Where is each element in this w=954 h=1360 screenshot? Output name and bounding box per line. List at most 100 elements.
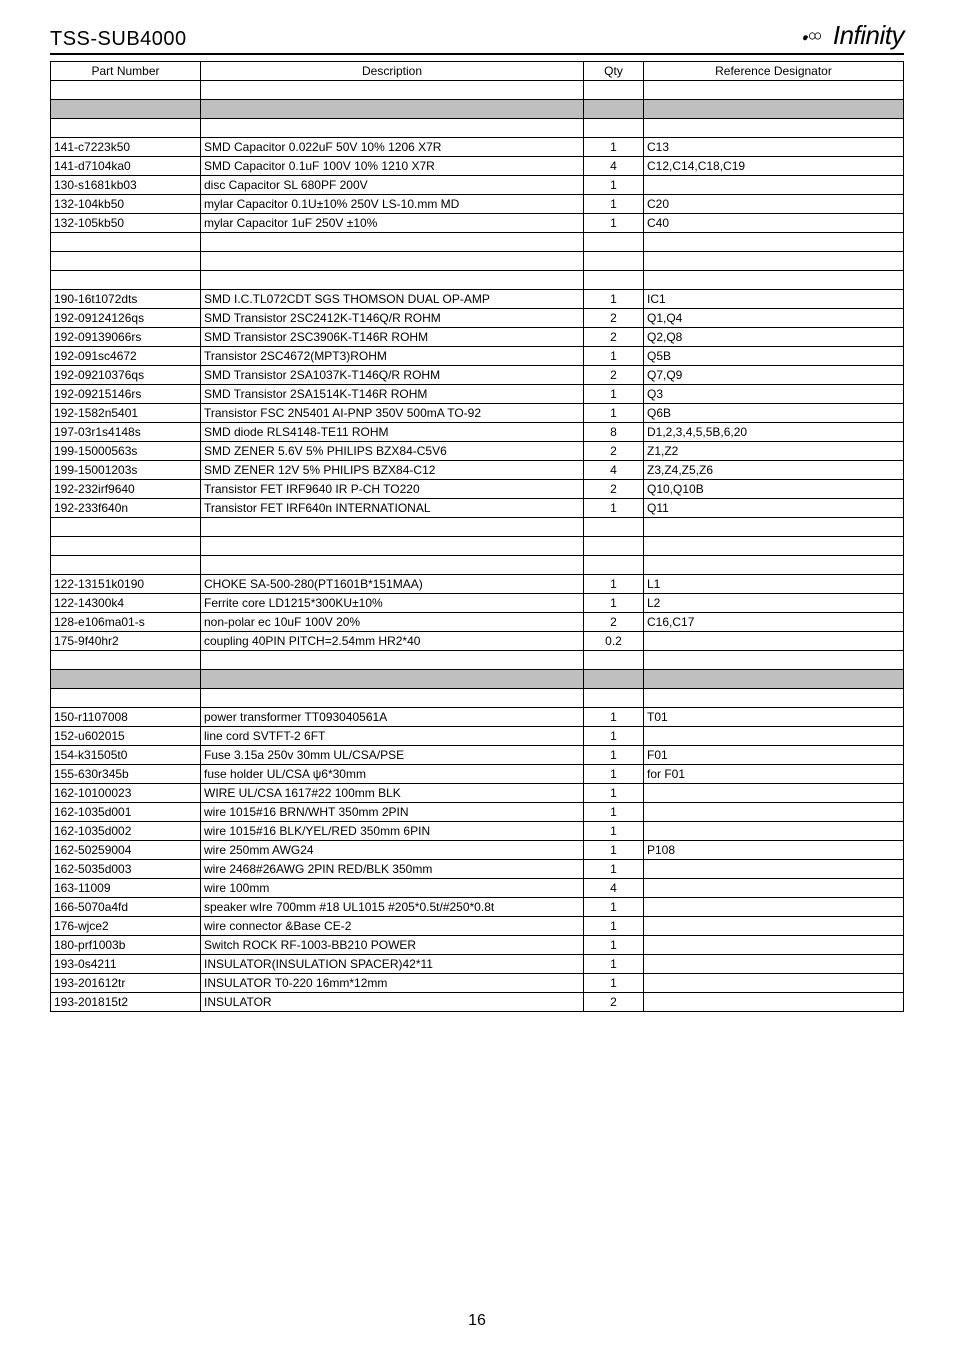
cell-qty xyxy=(584,233,644,252)
table-row: 192-09215146rsSMD Transistor 2SA1514K-T1… xyxy=(51,385,904,404)
table-row xyxy=(51,670,904,689)
cell-ref xyxy=(644,651,904,670)
cell-pn: 163-11009 xyxy=(51,879,201,898)
cell-pn xyxy=(51,518,201,537)
cell-desc: power transformer TT093040561A xyxy=(201,708,584,727)
cell-desc: Transistor FET IRF640n INTERNATIONAL xyxy=(201,499,584,518)
cell-ref xyxy=(644,803,904,822)
cell-pn: 175-9f40hr2 xyxy=(51,632,201,651)
cell-desc: Transistor 2SC4672(MPT3)ROHM xyxy=(201,347,584,366)
infinity-icon xyxy=(801,22,829,50)
table-row: 162-5035d003wire 2468#26AWG 2PIN RED/BLK… xyxy=(51,860,904,879)
cell-desc xyxy=(201,233,584,252)
cell-ref: for F01 xyxy=(644,765,904,784)
brand-text: Infinity xyxy=(833,20,904,51)
cell-desc: wire 250mm AWG24 xyxy=(201,841,584,860)
cell-pn: 197-03r1s4148s xyxy=(51,423,201,442)
page: TSS-SUB4000 Infinity Part Number Descrip… xyxy=(0,0,954,1360)
cell-pn: 193-0s4211 xyxy=(51,955,201,974)
page-number: 16 xyxy=(50,1312,904,1330)
cell-ref xyxy=(644,670,904,689)
cell-ref xyxy=(644,100,904,119)
cell-ref: Q7,Q9 xyxy=(644,366,904,385)
cell-desc: SMD Transistor 2SA1514K-T146R ROHM xyxy=(201,385,584,404)
cell-desc: SMD Transistor 2SC3906K-T146R ROHM xyxy=(201,328,584,347)
cell-desc: INSULATOR xyxy=(201,993,584,1012)
cell-pn: 162-1035d001 xyxy=(51,803,201,822)
table-row: 199-15001203sSMD ZENER 12V 5% PHILIPS BZ… xyxy=(51,461,904,480)
cell-desc xyxy=(201,81,584,100)
cell-desc: wire 1015#16 BRN/WHT 350mm 2PIN xyxy=(201,803,584,822)
cell-qty: 1 xyxy=(584,898,644,917)
cell-qty xyxy=(584,271,644,290)
cell-ref xyxy=(644,727,904,746)
cell-pn: 122-13151k0190 xyxy=(51,575,201,594)
cell-qty: 1 xyxy=(584,746,644,765)
table-row xyxy=(51,233,904,252)
cell-pn: 190-16t1072dts xyxy=(51,290,201,309)
cell-desc: line cord SVTFT-2 6FT xyxy=(201,727,584,746)
table-row xyxy=(51,271,904,290)
cell-desc: SMD Capacitor 0.022uF 50V 10% 1206 X7R xyxy=(201,138,584,157)
cell-ref: C40 xyxy=(644,214,904,233)
cell-qty: 1 xyxy=(584,499,644,518)
table-row: 199-15000563sSMD ZENER 5.6V 5% PHILIPS B… xyxy=(51,442,904,461)
table-row: 166-5070a4fdspeaker wIre 700mm #18 UL101… xyxy=(51,898,904,917)
cell-desc: SMD Capacitor 0.1uF 100V 10% 1210 X7R xyxy=(201,157,584,176)
cell-pn: 192-09124126qs xyxy=(51,309,201,328)
table-row: 175-9f40hr2coupling 40PIN PITCH=2.54mm H… xyxy=(51,632,904,651)
model-number: TSS-SUB4000 xyxy=(50,28,187,51)
cell-qty: 8 xyxy=(584,423,644,442)
cell-qty xyxy=(584,651,644,670)
cell-ref xyxy=(644,993,904,1012)
table-row: 190-16t1072dtsSMD I.C.TL072CDT SGS THOMS… xyxy=(51,290,904,309)
cell-pn xyxy=(51,119,201,138)
table-header-row: Part Number Description Qty Reference De… xyxy=(51,62,904,81)
table-row: 193-201612trINSULATOR T0-220 16mm*12mm1 xyxy=(51,974,904,993)
cell-pn: 192-233f640n xyxy=(51,499,201,518)
cell-pn xyxy=(51,651,201,670)
cell-pn: 155-630r345b xyxy=(51,765,201,784)
cell-desc: Ferrite core LD1215*300KU±10% xyxy=(201,594,584,613)
cell-pn: 180-prf1003b xyxy=(51,936,201,955)
cell-qty: 1 xyxy=(584,214,644,233)
col-ref-desig: Reference Designator xyxy=(644,62,904,81)
table-row: 180-prf1003bSwitch ROCK RF-1003-BB210 PO… xyxy=(51,936,904,955)
cell-desc: wire 1015#16 BLK/YEL/RED 350mm 6PIN xyxy=(201,822,584,841)
cell-ref: Q6B xyxy=(644,404,904,423)
cell-desc xyxy=(201,518,584,537)
cell-pn: 193-201815t2 xyxy=(51,993,201,1012)
cell-desc: fuse holder UL/CSA ψ6*30mm xyxy=(201,765,584,784)
cell-qty xyxy=(584,670,644,689)
cell-qty: 1 xyxy=(584,784,644,803)
cell-desc: SMD I.C.TL072CDT SGS THOMSON DUAL OP-AMP xyxy=(201,290,584,309)
cell-pn: 154-k31505t0 xyxy=(51,746,201,765)
table-row xyxy=(51,252,904,271)
cell-ref xyxy=(644,898,904,917)
cell-qty xyxy=(584,81,644,100)
cell-desc: INSULATOR T0-220 16mm*12mm xyxy=(201,974,584,993)
cell-ref: IC1 xyxy=(644,290,904,309)
cell-desc xyxy=(201,651,584,670)
table-row: 162-1035d002wire 1015#16 BLK/YEL/RED 350… xyxy=(51,822,904,841)
cell-qty: 1 xyxy=(584,822,644,841)
table-row: 192-09210376qsSMD Transistor 2SA1037K-T1… xyxy=(51,366,904,385)
cell-desc: SMD ZENER 12V 5% PHILIPS BZX84-C12 xyxy=(201,461,584,480)
cell-pn: 193-201612tr xyxy=(51,974,201,993)
cell-desc: coupling 40PIN PITCH=2.54mm HR2*40 xyxy=(201,632,584,651)
cell-pn: 152-u602015 xyxy=(51,727,201,746)
cell-qty: 2 xyxy=(584,613,644,632)
cell-ref: L2 xyxy=(644,594,904,613)
cell-qty: 1 xyxy=(584,575,644,594)
cell-qty xyxy=(584,537,644,556)
cell-ref xyxy=(644,271,904,290)
cell-desc: wire 100mm xyxy=(201,879,584,898)
table-row xyxy=(51,537,904,556)
table-row: 132-105kb50mylar Capacitor 1uF 250V ±10%… xyxy=(51,214,904,233)
cell-pn: 192-09139066rs xyxy=(51,328,201,347)
cell-desc: SMD Transistor 2SC2412K-T146Q/R ROHM xyxy=(201,309,584,328)
cell-ref xyxy=(644,81,904,100)
table-row xyxy=(51,81,904,100)
col-description: Description xyxy=(201,62,584,81)
table-row: 162-50259004wire 250mm AWG241P108 xyxy=(51,841,904,860)
